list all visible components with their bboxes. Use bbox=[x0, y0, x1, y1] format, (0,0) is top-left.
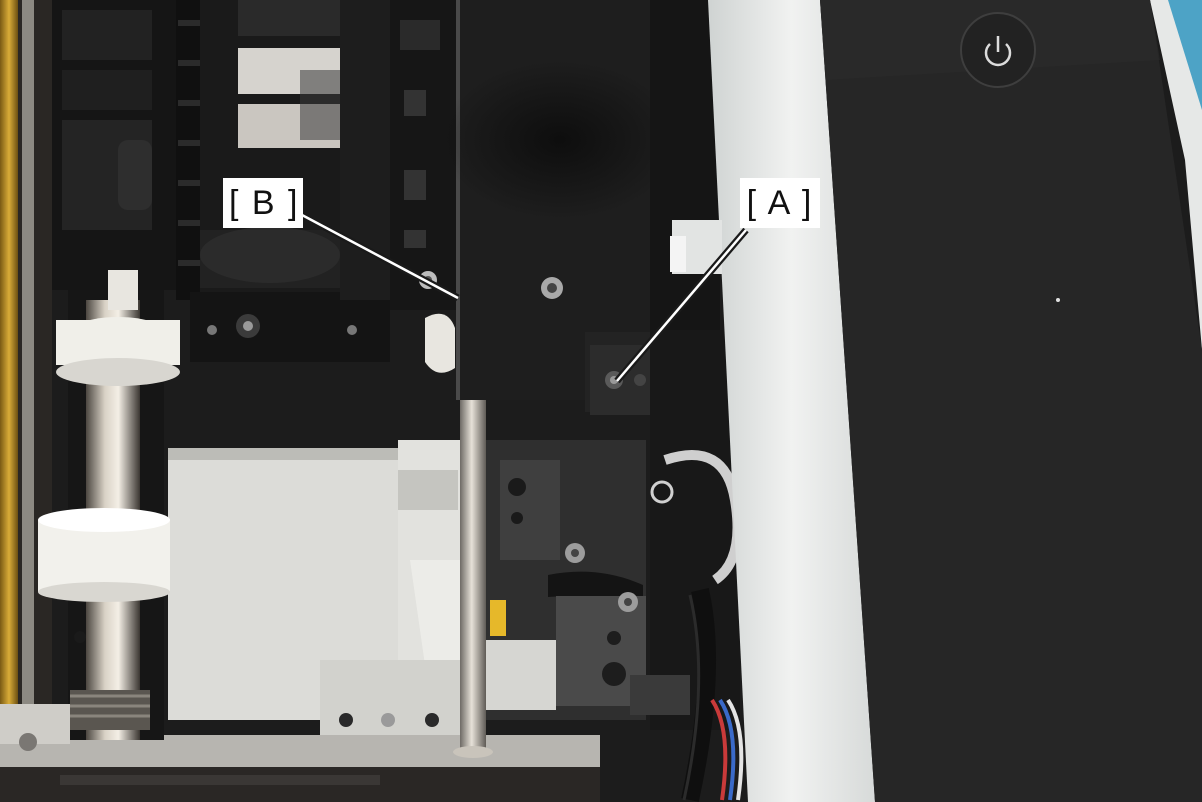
upper-left-mechanism bbox=[52, 0, 206, 300]
callout-line-b bbox=[300, 211, 460, 302]
power-icon[interactable] bbox=[960, 12, 1036, 88]
lower-mechanism-block bbox=[486, 440, 690, 720]
screw-a-area bbox=[590, 345, 660, 415]
guide-rod bbox=[460, 400, 486, 752]
chassis-plate bbox=[0, 440, 600, 802]
cap-assembly bbox=[190, 0, 390, 362]
left-roller-shaft bbox=[38, 270, 180, 740]
callout-label-a: [ A ] bbox=[740, 178, 820, 228]
control-panel bbox=[820, 0, 1202, 802]
callout-label-b: [ B ] bbox=[223, 178, 303, 228]
callout-line-a bbox=[614, 227, 749, 384]
